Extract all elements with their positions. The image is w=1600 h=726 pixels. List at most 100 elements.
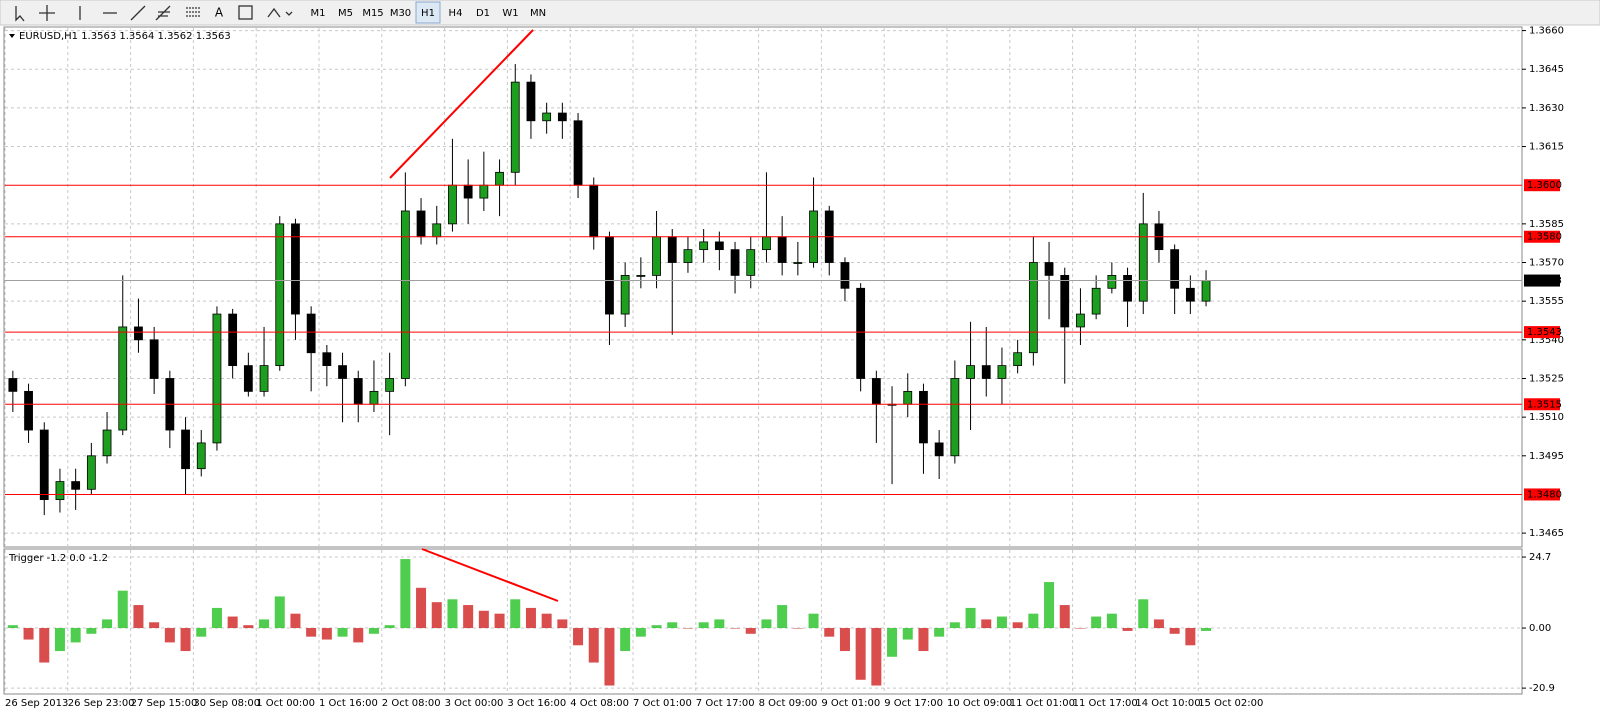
- histogram-bar: [227, 616, 238, 629]
- fibo-icon[interactable]: [186, 7, 200, 17]
- candle-body: [86, 455, 96, 490]
- timeframe-button[interactable]: M15: [362, 8, 383, 19]
- candle-body: [55, 481, 65, 501]
- candle-body: [400, 210, 410, 379]
- candle-body: [448, 184, 457, 225]
- y-tick-label: 1.3615: [1529, 142, 1564, 153]
- candle-body: [1013, 352, 1023, 367]
- histogram-bar: [667, 622, 678, 629]
- histogram-bar: [133, 605, 144, 629]
- timeframe-button[interactable]: H1: [421, 8, 435, 19]
- trendline-icon[interactable]: [130, 5, 146, 21]
- timeframe-button[interactable]: MN: [530, 8, 546, 19]
- histogram-bar: [620, 628, 631, 652]
- chart-title: EURUSD,H1 1.3563 1.3564 1.3562 1.3563: [19, 31, 231, 42]
- histogram-bar: [1075, 628, 1086, 629]
- y-tick-label: 1.3465: [1529, 528, 1564, 539]
- timeframe-button[interactable]: M1: [311, 8, 326, 19]
- y-tick-label: 1.3645: [1529, 64, 1564, 75]
- toolbar-icons: [15, 5, 293, 22]
- y-tick-label: 1.3660: [1529, 26, 1564, 37]
- x-tick-label: 2 Oct 08:00: [382, 698, 441, 709]
- histogram-bar: [824, 628, 835, 637]
- crosshair-icon[interactable]: [39, 5, 55, 21]
- histogram-bar: [1122, 628, 1133, 631]
- label-icon[interactable]: [238, 5, 253, 20]
- price-level-tag: [1524, 179, 1560, 192]
- candle-body: [557, 112, 567, 122]
- candle-body: [479, 184, 489, 199]
- histogram-bar: [604, 628, 615, 686]
- candle-body: [1123, 275, 1132, 302]
- histogram-bar: [902, 628, 913, 640]
- candle-body: [1044, 262, 1054, 276]
- histogram-bar: [698, 622, 709, 629]
- candle-body: [306, 313, 316, 354]
- candle-body: [353, 378, 363, 405]
- x-tick-label: 26 Sep 2013: [5, 698, 68, 709]
- cursor-icon[interactable]: [15, 6, 25, 22]
- histogram-bar: [1153, 619, 1164, 629]
- dropdown-arrow[interactable]: [9, 34, 15, 38]
- timeframe-button[interactable]: H4: [449, 8, 463, 19]
- candle-body: [1091, 287, 1101, 315]
- candle-body: [1170, 249, 1180, 289]
- histogram-bar: [447, 599, 458, 629]
- histogram-bar: [274, 596, 285, 629]
- candle-body: [243, 365, 253, 392]
- timeframe-button[interactable]: W1: [502, 8, 518, 19]
- timeframe-button[interactable]: D1: [476, 8, 490, 19]
- candle-body: [871, 378, 881, 405]
- histogram-bar: [102, 619, 113, 629]
- current-price-label: 1.3563: [1527, 276, 1562, 287]
- histogram-bar: [839, 628, 850, 652]
- histogram-bar: [887, 628, 898, 657]
- candle-body: [777, 236, 787, 263]
- histogram-bar: [1201, 628, 1212, 631]
- channel-icon[interactable]: [155, 5, 171, 21]
- candle-body: [793, 262, 803, 264]
- histogram-bar: [243, 625, 254, 629]
- candle-body: [322, 352, 332, 367]
- arrows-icon[interactable]: [267, 7, 293, 18]
- y-tick-label: 1.3630: [1529, 103, 1564, 114]
- candle-body: [181, 429, 190, 470]
- x-tick-label: 15 Oct 02:00: [1198, 698, 1263, 709]
- text-tool[interactable]: A: [215, 6, 224, 20]
- y-tick-label: 1.3570: [1529, 258, 1564, 269]
- x-tick-label: 10 Oct 09:00: [947, 698, 1012, 709]
- candle-body: [1201, 280, 1211, 302]
- trend-line[interactable]: [389, 29, 534, 179]
- candle-body: [8, 378, 18, 392]
- histogram-bar: [682, 628, 693, 629]
- y-tick-label: -20.9: [1529, 683, 1555, 694]
- candle-body: [746, 249, 756, 276]
- candle-body: [369, 390, 379, 405]
- x-tick-label: 7 Oct 17:00: [696, 698, 755, 709]
- candle-body: [1028, 262, 1038, 354]
- histogram-bar: [557, 619, 568, 629]
- timeframe-button[interactable]: M30: [390, 8, 411, 19]
- candle-body: [667, 236, 677, 263]
- histogram-bar: [541, 613, 552, 629]
- current-price-tag: [1524, 274, 1560, 287]
- histogram-bar: [792, 628, 803, 629]
- trend-line[interactable]: [421, 548, 559, 602]
- histogram-bar: [934, 628, 945, 637]
- candle-body: [620, 275, 630, 315]
- price-level-tag: [1524, 326, 1560, 339]
- x-tick-label: 30 Sep 08:00: [193, 698, 260, 709]
- candle-body: [573, 120, 583, 186]
- histogram-bar: [7, 625, 18, 629]
- histogram-bar: [730, 628, 741, 629]
- histogram-bar: [400, 559, 411, 629]
- histogram-bar: [211, 607, 222, 629]
- candle-body: [526, 81, 536, 122]
- x-tick-label: 8 Oct 09:00: [759, 698, 818, 709]
- x-tick-label: 27 Sep 15:00: [131, 698, 198, 709]
- histogram-bar: [306, 628, 317, 637]
- histogram-bar: [1044, 582, 1055, 629]
- histogram-bar: [494, 613, 505, 629]
- timeframe-button[interactable]: M5: [338, 8, 353, 19]
